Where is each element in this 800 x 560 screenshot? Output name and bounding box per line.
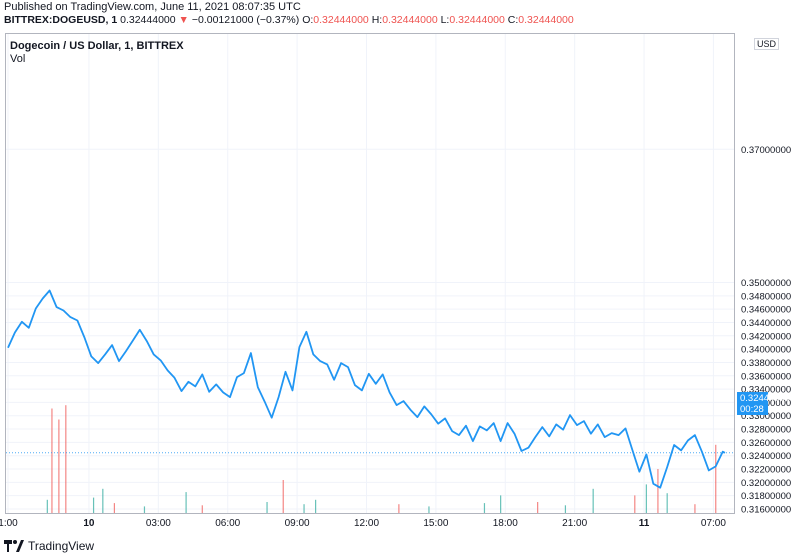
close-value: 0.32444000 xyxy=(518,14,574,26)
chart-title: Dogecoin / US Dollar, 1, BITTREX xyxy=(10,40,184,52)
volume-bar xyxy=(694,504,696,513)
y-tick-label: 0.35000000 xyxy=(741,278,791,289)
high-label: H: xyxy=(371,14,383,26)
volume-bar xyxy=(666,493,668,513)
volume-bar xyxy=(185,492,187,513)
x-tick-label: 03:00 xyxy=(146,518,171,529)
y-tick-label: 0.33000000 xyxy=(741,411,791,422)
y-tick-label: 0.32200000 xyxy=(741,465,791,476)
tradingview-brand[interactable]: TradingView xyxy=(4,539,94,553)
y-tick-label: 0.34800000 xyxy=(741,291,791,302)
y-tick-label: 0.34000000 xyxy=(741,345,791,356)
x-tick-label: 09:00 xyxy=(285,518,310,529)
low-value: 0.32444000 xyxy=(449,14,505,26)
volume-bar xyxy=(483,503,486,513)
last-price: 0.32444000 xyxy=(120,14,176,26)
volume-bar xyxy=(51,408,53,513)
y-tick-label: 0.32000000 xyxy=(741,478,791,489)
price-change: −0.00121000 (−0.37%) xyxy=(191,14,300,26)
volume-bar xyxy=(92,497,95,513)
open-label: O: xyxy=(302,14,314,26)
y-tick-label: 0.33600000 xyxy=(741,371,791,382)
volume-bar xyxy=(65,405,67,513)
y-tick-label: 0.32600000 xyxy=(741,438,791,449)
y-tick-label: 0.34200000 xyxy=(741,331,791,342)
y-tick-label: 0.34400000 xyxy=(741,318,791,329)
volume-bar xyxy=(537,502,539,513)
y-tick-label: 0.32400000 xyxy=(741,451,791,462)
y-tick-label: 0.34600000 xyxy=(741,305,791,316)
last-price-tag: 0.32444000 00:28 xyxy=(737,392,791,415)
volume-bar xyxy=(143,506,146,513)
volume-bar xyxy=(634,495,636,513)
tradingview-logo-icon xyxy=(4,540,24,552)
ohlc-header: BITTREX:DOGEUSD, 1 0.32444000 ▼ −0.00121… xyxy=(4,14,574,26)
x-tick-label: 10 xyxy=(83,518,95,529)
y-tick-label: 0.32800000 xyxy=(741,425,791,436)
chart-frame xyxy=(5,33,735,514)
open-value: 0.32444000 xyxy=(313,14,369,26)
x-tick-label: 11 xyxy=(639,518,650,529)
low-label: L: xyxy=(440,14,450,26)
y-tick-label: 0.31800000 xyxy=(741,491,791,502)
volume-bar xyxy=(266,502,268,513)
y-tick-label: 0.31600000 xyxy=(741,505,791,516)
volume-label: Vol xyxy=(10,53,26,65)
high-value: 0.32444000 xyxy=(382,14,438,26)
y-tick-label: 0.33800000 xyxy=(741,358,791,369)
x-tick-label: 12:00 xyxy=(354,518,379,529)
y-tick-label: 0.37000000 xyxy=(741,145,791,156)
x-tick-label: 15:00 xyxy=(423,518,448,529)
brand-label: TradingView xyxy=(28,539,95,553)
volume-bar xyxy=(46,499,48,513)
down-arrow-icon: ▼ xyxy=(178,14,189,26)
volume-bar xyxy=(58,419,60,513)
volume-bar xyxy=(201,505,203,513)
price-tag-value: 0.32444000 xyxy=(740,393,791,404)
x-tick-label: 06:00 xyxy=(215,518,240,529)
close-label: C: xyxy=(507,14,519,26)
symbol-label: BITTREX:DOGEUSD, 1 xyxy=(4,14,118,26)
volume-bar xyxy=(645,484,647,513)
volume-bar xyxy=(102,488,104,513)
currency-label[interactable]: USD xyxy=(754,38,780,50)
volume-bar xyxy=(282,480,284,513)
x-tick-label: 1:00 xyxy=(0,518,18,529)
price-series-line xyxy=(7,289,726,489)
volume-bar xyxy=(113,503,115,513)
y-tick-label: 0.33400000 xyxy=(741,385,791,396)
x-tick-label: 18:00 xyxy=(493,518,518,529)
x-tick-label: 21:00 xyxy=(562,518,587,529)
x-tick-label: 07:00 xyxy=(701,518,726,529)
volume-bar xyxy=(315,499,317,513)
bar-countdown: 00:28 xyxy=(740,404,764,415)
volume-bar xyxy=(500,495,502,513)
volume-bar xyxy=(303,504,305,513)
volume-bar xyxy=(657,469,659,513)
published-caption: Published on TradingView.com, June 11, 2… xyxy=(4,1,301,13)
volume-bar xyxy=(398,504,400,513)
volume-bar xyxy=(715,444,717,513)
volume-bar xyxy=(564,505,567,513)
volume-bar xyxy=(592,488,594,513)
volume-bar xyxy=(428,506,430,513)
